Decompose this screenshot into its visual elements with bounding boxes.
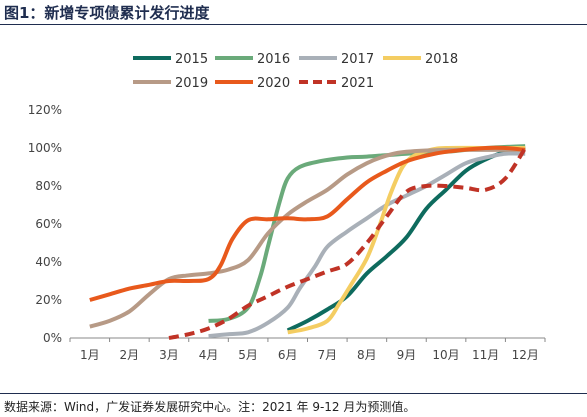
x-tick-label: 8月 [357, 348, 377, 362]
legend-label-2020: 2020 [257, 76, 290, 91]
series-line-2019 [89, 147, 526, 329]
legend-label-2017: 2017 [341, 52, 374, 67]
x-tick-label: 1月 [80, 348, 100, 362]
x-tick-label: 9月 [397, 348, 417, 362]
y-tick-label: 0% [43, 331, 62, 345]
x-tick-label: 10月 [432, 348, 459, 362]
source-note: 数据来源：Wind，广发证券发展研究中心。注：2021 年 9-12 月为预测值… [4, 400, 416, 414]
x-tick-label: 7月 [317, 348, 337, 362]
y-tick-label: 20% [35, 293, 62, 307]
series-lines [89, 144, 527, 340]
series-line-2020 [89, 145, 526, 302]
series-line-2016 [208, 144, 526, 323]
x-tick-label: 3月 [159, 348, 179, 362]
legend-label-2015: 2015 [175, 52, 208, 67]
series-line-2015 [286, 146, 526, 333]
source-divider [0, 393, 587, 394]
x-tick-label: 5月 [238, 348, 258, 362]
legend-label-2021: 2021 [341, 76, 374, 91]
legend-label-2018: 2018 [425, 52, 458, 67]
x-tick-label: 4月 [199, 348, 219, 362]
chart-axes: 0% 20% 40% 60% 80% 100% 120% 1月 2月 3月 4月 5月 6月 7月 8月 9月… [28, 103, 546, 362]
chart-legend: 2015 2016 2017 2018 2019 2020 2021 [133, 52, 458, 91]
y-tick-label: 60% [35, 217, 62, 231]
x-tick-label: 11月 [472, 348, 499, 362]
y-tick-label: 100% [28, 141, 62, 155]
x-tick-label: 2月 [120, 348, 140, 362]
title-divider [0, 24, 587, 25]
legend-label-2019: 2019 [175, 76, 208, 91]
series-line-2017 [208, 151, 526, 339]
x-tick-label: 6月 [278, 348, 298, 362]
figure-title: 图1：新增专项债累计发行进度 [4, 4, 210, 22]
legend-label-2016: 2016 [257, 52, 290, 67]
y-tick-label: 120% [28, 103, 62, 117]
y-tick-label: 40% [35, 255, 62, 269]
y-tick-label: 80% [35, 179, 62, 193]
line-chart: 0% 20% 40% 60% 80% 100% 120% 1月 2月 3月 4月 5月 6月 7月 8月 9月… [28, 52, 546, 362]
x-tick-label: 12月 [512, 348, 539, 362]
series-line-2021 [168, 146, 527, 340]
